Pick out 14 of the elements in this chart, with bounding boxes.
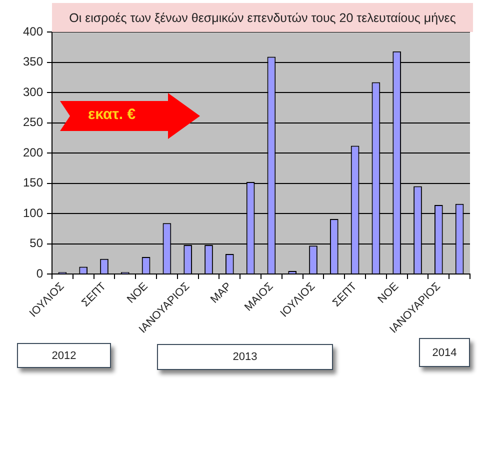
y-axis-title: εκατ. € — [88, 106, 136, 123]
text: 2012 — [17, 343, 111, 368]
chart-title: Οι εισροές των ξένων θεσμικών επενδυτών τους 20 τελευταίους μήνες — [52, 3, 473, 32]
text: 2014 — [419, 338, 470, 367]
y-tick-label: 200 — [22, 145, 44, 160]
y-tick-label: 300 — [22, 84, 44, 99]
y-tick-label: 100 — [22, 206, 44, 220]
y-tick-label: 400 — [22, 24, 44, 38]
y-tick-label: 150 — [22, 176, 44, 190]
y-tick-label: 350 — [22, 54, 44, 69]
y-tick-label: 50 — [30, 236, 44, 250]
text: 2013 — [157, 344, 333, 370]
y-tick-label: 250 — [22, 115, 44, 130]
y-tick-label: 0 — [36, 266, 44, 280]
